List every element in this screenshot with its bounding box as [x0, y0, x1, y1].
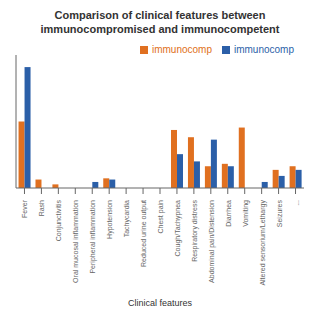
svg-text:Tachycardia: Tachycardia	[123, 200, 131, 237]
svg-text:Oral mucosal inflammation: Oral mucosal inflammation	[72, 200, 79, 283]
svg-text:Vomiting: Vomiting	[242, 200, 250, 227]
svg-text:Abdominal pain/Distension: Abdominal pain/Distension	[208, 200, 216, 283]
svg-text:Fever: Fever	[21, 199, 28, 218]
svg-text:Reduced urine output: Reduced urine output	[140, 200, 148, 267]
svg-text:Seizures: Seizures	[276, 200, 283, 228]
html-text:immunocompromised and immunoco: immunocompromised and immunocompetent	[40, 23, 280, 35]
html-text:immunocomp: immunocomp	[234, 44, 294, 55]
svg-text:Cough/Tachypnea: Cough/Tachypnea	[174, 200, 182, 257]
svg-text:Conjunctivitis: Conjunctivitis	[55, 200, 63, 242]
html-text:Comparison of clinical feature: Comparison of clinical features between	[54, 9, 266, 21]
html-text:immunocomp: immunocomp	[151, 44, 212, 55]
svg-text:Respiratory distress: Respiratory distress	[191, 200, 199, 262]
svg-text:Peripheral inflammation: Peripheral inflammation	[89, 200, 97, 274]
svg-text:Rash: Rash	[38, 200, 45, 216]
svg-text:Diarrhea: Diarrhea	[225, 200, 232, 227]
svg-text:Hypotension: Hypotension	[106, 200, 114, 239]
svg-text:Clinical features: Clinical features	[128, 298, 193, 308]
svg-text:...: ...	[293, 200, 300, 206]
svg-text:Altered sensorium/Lethargy: Altered sensorium/Lethargy	[259, 200, 267, 286]
svg-text:Chest pain: Chest pain	[157, 200, 165, 234]
